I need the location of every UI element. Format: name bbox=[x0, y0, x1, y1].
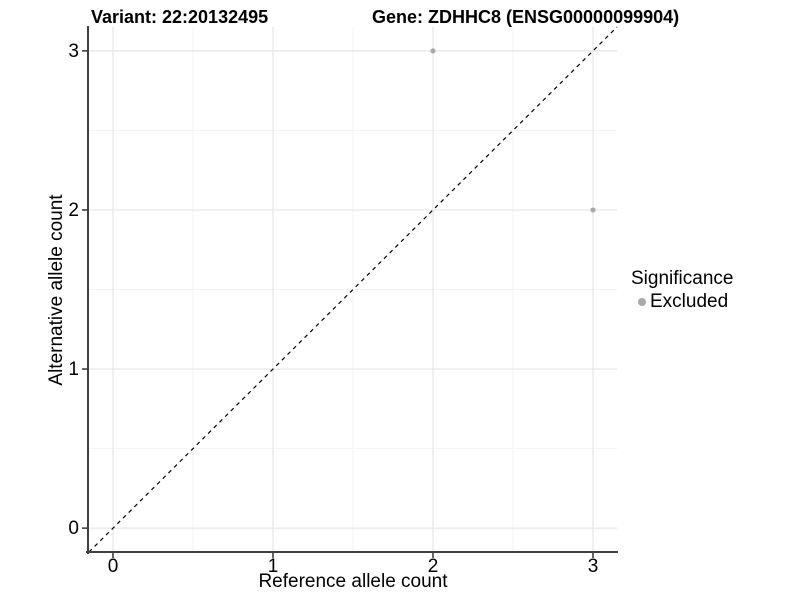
legend-item-label: Excluded bbox=[650, 290, 729, 312]
x-tick-label: 2 bbox=[428, 556, 439, 577]
plot-title-gene: Gene: ZDHHC8 (ENSG00000099904) bbox=[372, 7, 680, 27]
legend-marker-dot-icon bbox=[638, 297, 646, 306]
y-axis-title: Alternative allele count bbox=[46, 194, 67, 386]
legend: Significance Excluded bbox=[631, 267, 733, 313]
data-point bbox=[590, 207, 596, 213]
x-tick-label: 1 bbox=[268, 556, 279, 577]
x-tick-label: 0 bbox=[108, 556, 119, 577]
y-tick-label: 2 bbox=[68, 200, 79, 221]
legend-title: Significance bbox=[631, 268, 734, 289]
data-point bbox=[430, 48, 436, 54]
x-tick-label: 3 bbox=[588, 556, 599, 577]
y-tick-label: 1 bbox=[68, 359, 79, 380]
y-tick-label: 0 bbox=[68, 518, 79, 539]
x-axis-title: Reference allele count bbox=[258, 571, 448, 592]
plot-title-variant: Variant: 22:20132495 bbox=[91, 7, 269, 27]
legend-item-excluded: Excluded bbox=[631, 290, 733, 313]
y-tick-label: 3 bbox=[68, 41, 79, 62]
